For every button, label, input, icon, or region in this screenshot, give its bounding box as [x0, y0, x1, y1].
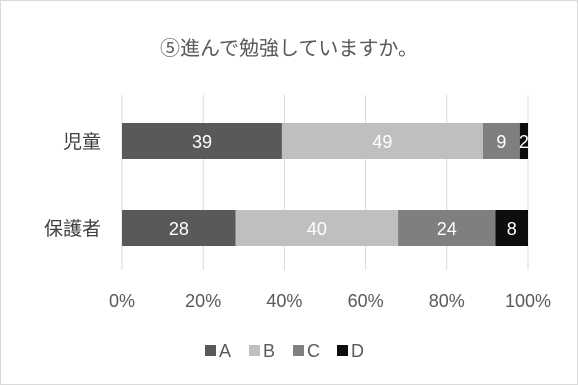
x-tick-label: 80% [429, 291, 465, 311]
chart-title: ⑤進んで勉強していますか。 [160, 36, 418, 60]
legend-swatch [293, 345, 304, 356]
x-tick-label: 0% [109, 291, 135, 311]
x-tick-label: 100% [505, 291, 551, 311]
x-tick-label: 60% [348, 291, 384, 311]
x-tick-labels: 0% 20% 40% 60% 80% 100% [109, 291, 551, 311]
legend-label: A [219, 341, 231, 361]
legend-swatch [337, 345, 348, 356]
data-label: 9 [496, 132, 506, 152]
bar-segment [482, 123, 520, 159]
legend: A B C D [205, 341, 364, 361]
data-label: 49 [372, 132, 392, 152]
data-label: 2 [519, 132, 529, 152]
category-label: 児童 [63, 131, 101, 153]
bar-segment [281, 123, 483, 159]
legend-label: C [307, 341, 320, 361]
bar-segment [398, 210, 496, 246]
data-label: 8 [507, 219, 517, 239]
legend-swatch [205, 345, 216, 356]
data-label: 28 [169, 219, 189, 239]
bar-segment [235, 210, 399, 246]
bars [122, 123, 528, 246]
data-labels: 39 49 9 2 28 40 24 8 [169, 132, 529, 239]
x-tick-label: 40% [266, 291, 302, 311]
bar-segment [122, 210, 236, 246]
data-label: 39 [192, 132, 212, 152]
legend-swatch [249, 345, 260, 356]
legend-label: D [351, 341, 364, 361]
bar-segment [519, 123, 528, 159]
legend-label: B [263, 341, 275, 361]
data-label: 24 [437, 219, 457, 239]
bar-segment [495, 210, 528, 246]
bar-segment [122, 123, 282, 159]
data-label: 40 [307, 219, 327, 239]
x-tick-label: 20% [185, 291, 221, 311]
category-label: 保護者 [44, 218, 101, 240]
